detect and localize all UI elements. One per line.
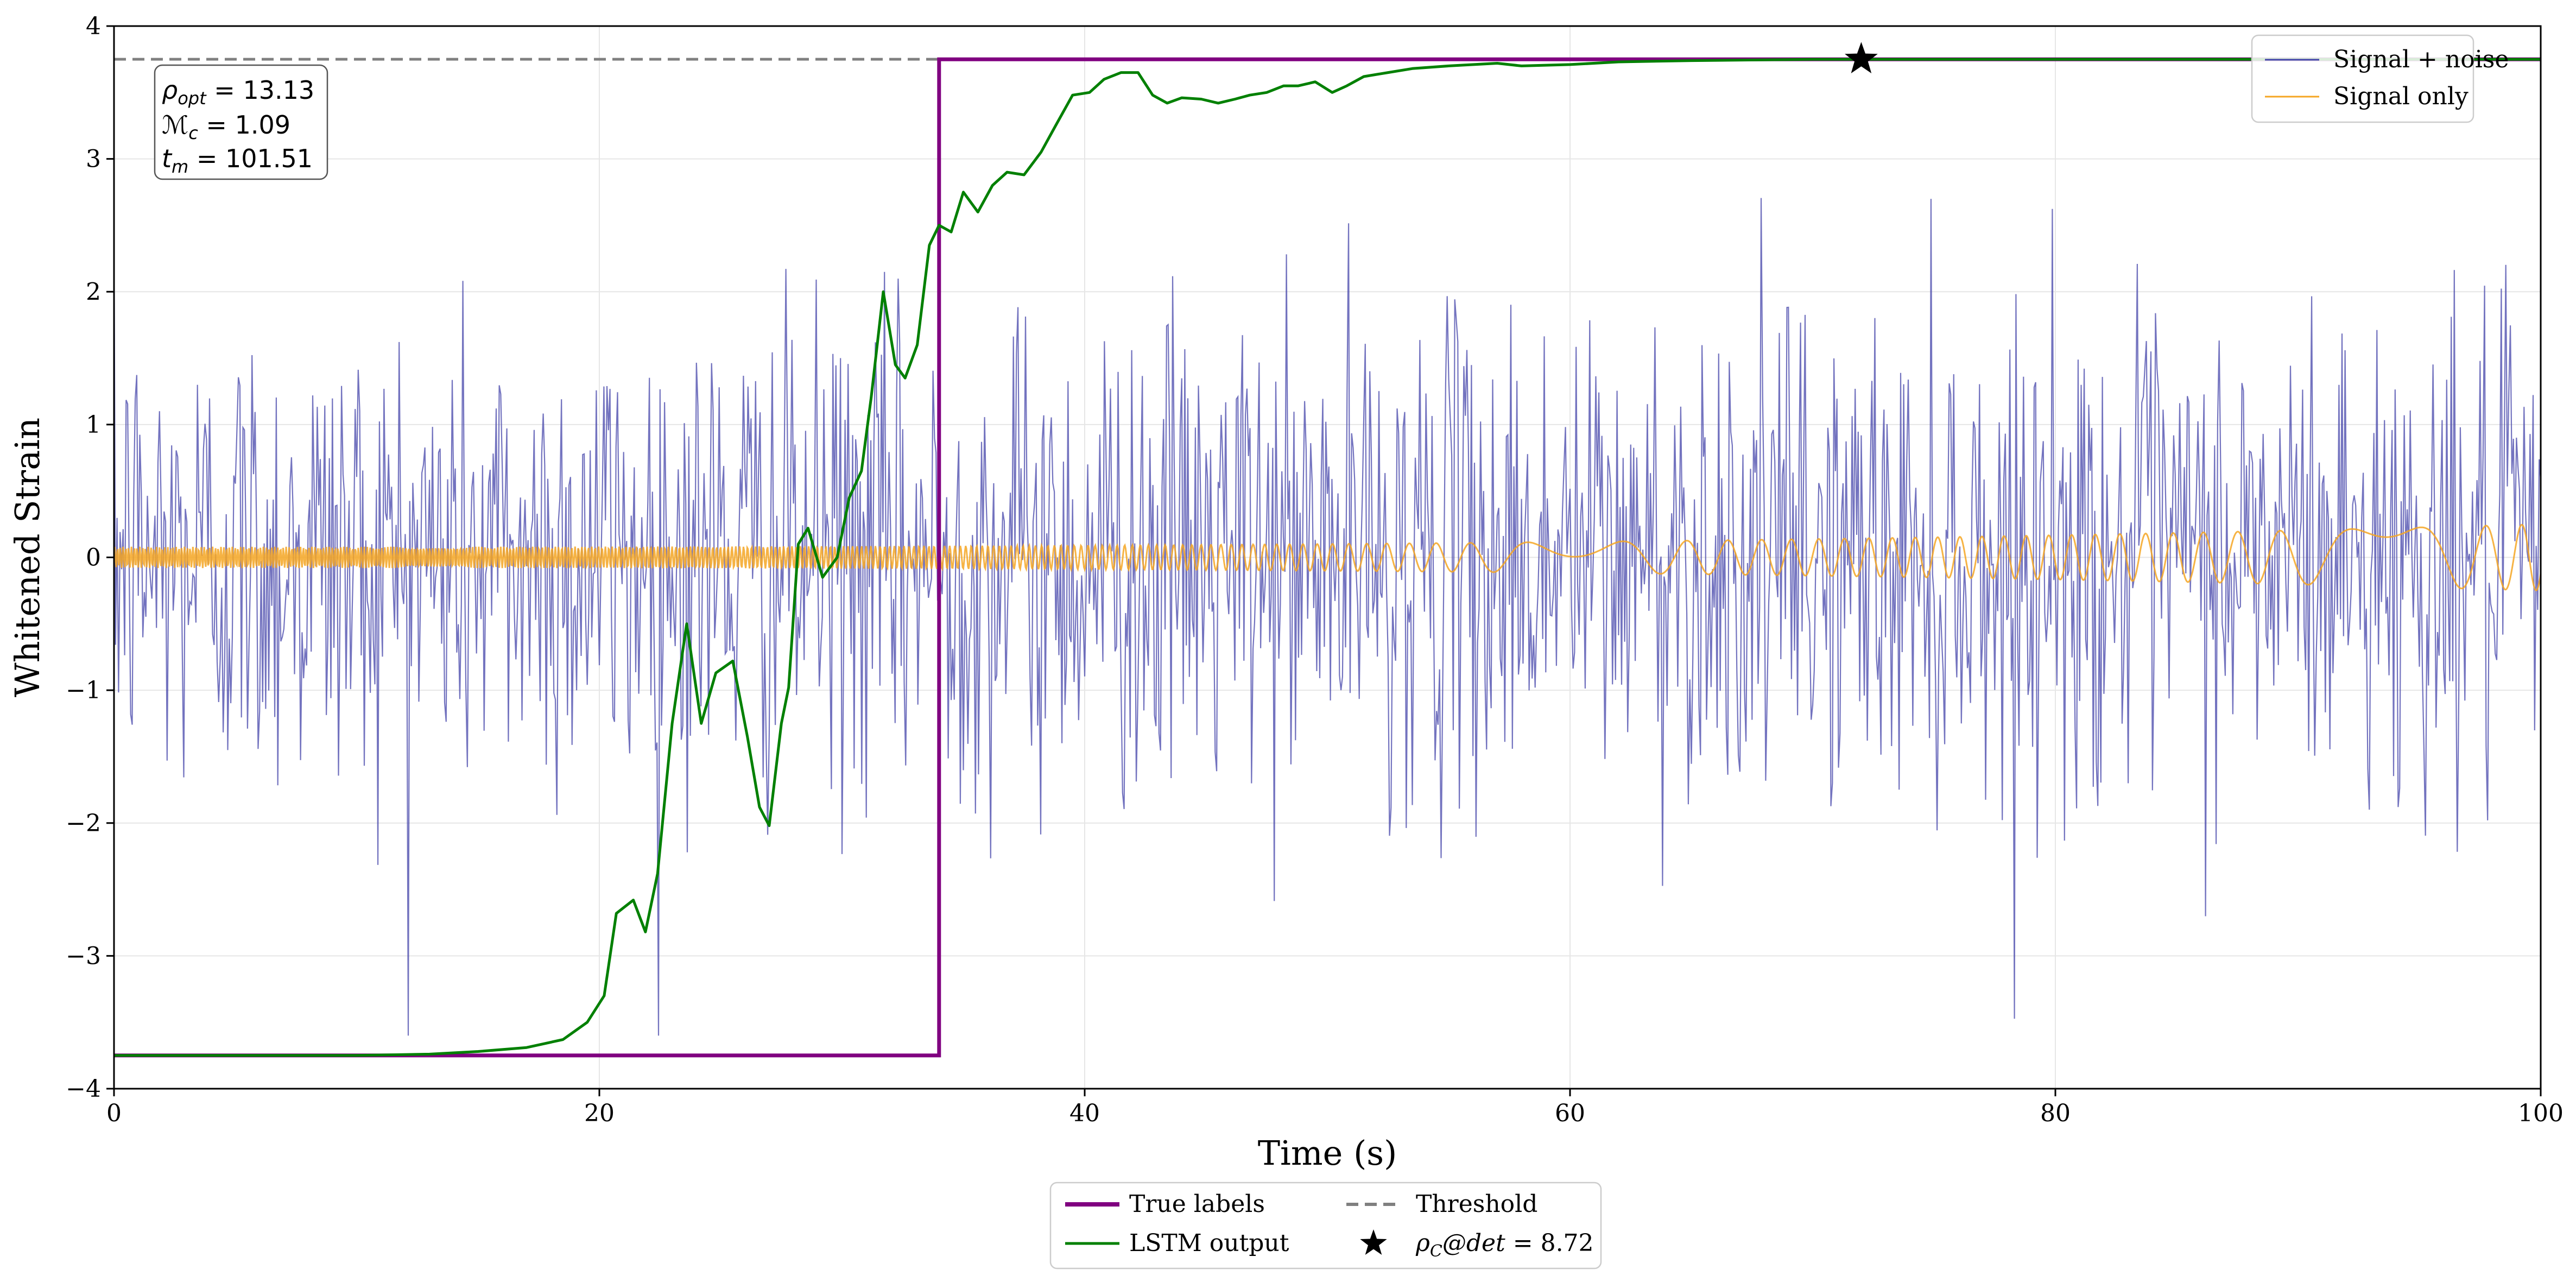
legend-bottom-frame xyxy=(1049,1182,1602,1270)
legend-upper-right-frame xyxy=(2251,34,2474,123)
legend-upper-right: Signal + noise Signal only xyxy=(2251,34,2509,123)
signal-only-line xyxy=(113,523,2542,592)
y-tick-label: 4 xyxy=(86,12,101,40)
y-tick-label: −2 xyxy=(66,810,101,837)
parameter-box-frame xyxy=(154,64,328,180)
series-lstm-output xyxy=(114,58,2541,1057)
parameter-annotation-box: ρopt = 13.13 ℳc = 1.09 tm = 101.51 xyxy=(154,64,328,180)
legend-label-threshold: Threshold xyxy=(1416,1190,1537,1218)
y-tick-label: 3 xyxy=(86,146,101,173)
x-tick-label: 80 xyxy=(2040,1100,2071,1127)
y-axis-label: Whitened Strain xyxy=(8,418,47,697)
merger-time-value: 101.51 xyxy=(225,144,313,173)
y-tick-label: 0 xyxy=(86,544,101,572)
y-tick-label: −1 xyxy=(66,677,101,704)
rho-opt-line: ρopt = 13.13 xyxy=(162,75,314,109)
x-tick-label: 60 xyxy=(1555,1100,1585,1127)
legend-bottom: True labels Threshold LSTM output ρC@det… xyxy=(1049,1182,1602,1270)
chirp-mass-line: ℳc = 1.09 xyxy=(162,110,290,143)
series-signal-only xyxy=(113,523,2542,592)
x-tick-label: 0 xyxy=(106,1100,122,1127)
legend-swatch-detection-star xyxy=(1360,1229,1387,1255)
rho-opt-value: 13.13 xyxy=(243,75,314,105)
x-axis-label: Time (s) xyxy=(1258,1133,1397,1173)
legend-label-signal-only: Signal only xyxy=(2333,83,2469,110)
chirp-mass-value: 1.09 xyxy=(235,110,290,140)
x-tick-label: 40 xyxy=(1069,1100,1100,1127)
series-signal-plus-noise xyxy=(113,198,2542,1036)
merger-time-line: tm = 101.51 xyxy=(162,144,313,177)
y-tick-label: 1 xyxy=(86,411,101,439)
y-tick-label: −3 xyxy=(66,942,101,970)
x-tick-label: 20 xyxy=(584,1100,615,1127)
detection-snr-value: 8.72 xyxy=(1541,1229,1594,1257)
x-tick-label: 100 xyxy=(2518,1100,2564,1127)
y-tick-label: 2 xyxy=(86,278,101,306)
legend-label-true-labels: True labels xyxy=(1129,1190,1265,1218)
legend-label-lstm-output: LSTM output xyxy=(1129,1229,1289,1257)
detection-star-marker xyxy=(1845,42,1878,73)
legend-label-detection: ρC@det = 8.72 xyxy=(1415,1229,1594,1261)
series-detection-star xyxy=(1845,42,1878,73)
axis-ticks: 0 20 40 60 80 100 −4 −3 −2 −1 0 1 2 3 4 xyxy=(66,12,2564,1127)
lstm-output-line xyxy=(114,58,2541,1057)
signal-plus-noise-line xyxy=(113,198,2542,1036)
y-tick-label: −4 xyxy=(66,1075,101,1103)
legend-label-signal-plus-noise: Signal + noise xyxy=(2333,46,2509,73)
